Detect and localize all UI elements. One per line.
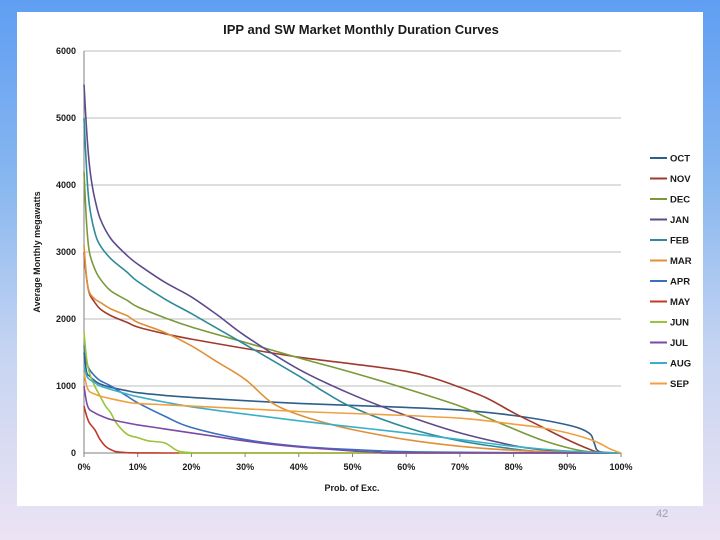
chart-title: IPP and SW Market Monthly Duration Curve… bbox=[223, 22, 499, 37]
series-line-jul bbox=[83, 385, 622, 454]
x-tick-label-50: 50% bbox=[343, 462, 361, 472]
series-line-jan bbox=[83, 84, 622, 454]
x-tick-label-90: 90% bbox=[558, 462, 576, 472]
gridlines bbox=[84, 50, 621, 387]
page-number: 42 bbox=[656, 508, 669, 520]
x-tick-label-70: 70% bbox=[451, 462, 469, 472]
legend-label-may: MAY bbox=[670, 297, 691, 308]
x-tick-label-40: 40% bbox=[290, 462, 308, 472]
legend-label-nov: NOV bbox=[670, 174, 691, 185]
x-tick-label-0: 0% bbox=[77, 462, 90, 472]
x-tick-label-30: 30% bbox=[236, 462, 254, 472]
y-tick-label-3000: 3000 bbox=[56, 247, 76, 257]
legend-label-jan: JAN bbox=[670, 215, 689, 226]
series-line-oct bbox=[83, 352, 622, 454]
legend-label-jun: JUN bbox=[670, 318, 689, 329]
series-line-aug bbox=[83, 365, 622, 454]
series-line-mar bbox=[83, 245, 622, 454]
series-line-jun bbox=[83, 332, 621, 454]
legend-label-apr: APR bbox=[670, 277, 690, 288]
legend-label-dec: DEC bbox=[670, 195, 690, 206]
series-line-sep bbox=[83, 372, 622, 454]
x-tick-label-20: 20% bbox=[182, 462, 200, 472]
series-line-dec bbox=[83, 171, 622, 454]
series-lines bbox=[83, 84, 622, 454]
y-tick-label-1000: 1000 bbox=[56, 381, 76, 391]
slide-panel: IPP and SW Market Monthly Duration Curve… bbox=[17, 12, 703, 506]
legend-label-feb: FEB bbox=[670, 236, 689, 247]
legend-label-aug: AUG bbox=[670, 359, 691, 370]
x-tick-label-80: 80% bbox=[505, 462, 523, 472]
x-tick-label-60: 60% bbox=[397, 462, 415, 472]
y-tick-label-2000: 2000 bbox=[56, 314, 76, 324]
y-axis-title: Average Monthly megawatts bbox=[32, 191, 42, 312]
series-line-apr bbox=[83, 345, 622, 454]
tick-labels: 0 1000 2000 3000 4000 5000 6000 0% 10% 20% 30% 40% 5… bbox=[56, 46, 633, 472]
x-tick-label-10: 10% bbox=[129, 462, 147, 472]
y-tick-label-6000: 6000 bbox=[56, 46, 76, 56]
x-tick-label-100: 100% bbox=[609, 462, 632, 472]
duration-curve-chart: IPP and SW Market Monthly Duration Curve… bbox=[32, 22, 692, 493]
legend-label-jul: JUL bbox=[670, 338, 688, 349]
y-tick-label-0: 0 bbox=[71, 448, 76, 458]
legend-label-sep: SEP bbox=[670, 379, 690, 390]
x-axis-title: Prob. of Exc. bbox=[324, 483, 379, 493]
y-tick-label-5000: 5000 bbox=[56, 113, 76, 123]
legend: OCT NOV DEC JAN FEB MAR APR MAY JUN JUL AUG SEP bbox=[650, 154, 692, 390]
legend-label-oct: OCT bbox=[670, 154, 690, 165]
y-tick-label-4000: 4000 bbox=[56, 180, 76, 190]
legend-label-mar: MAR bbox=[670, 256, 692, 267]
